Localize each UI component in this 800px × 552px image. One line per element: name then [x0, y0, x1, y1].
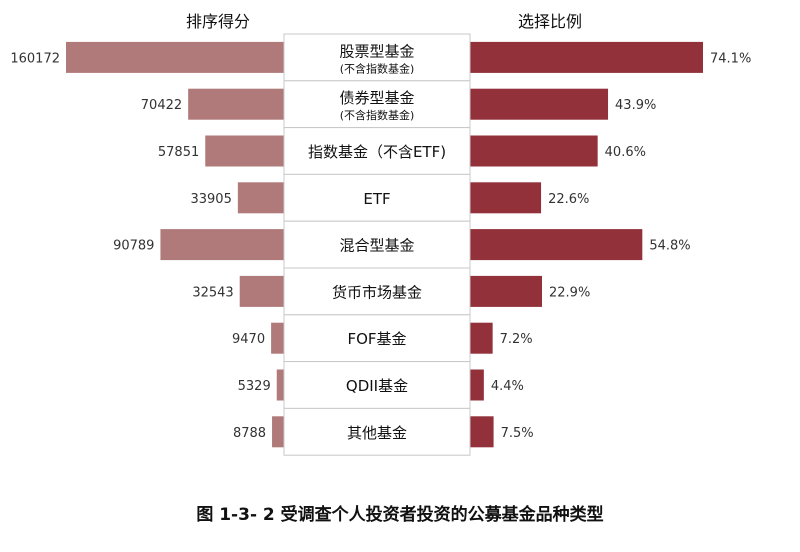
left-bar-label: 32543: [192, 285, 233, 300]
left-bar-label: 8788: [233, 426, 266, 441]
left-header: 排序得分: [186, 12, 250, 31]
right-bar: [470, 369, 484, 401]
left-bar: [272, 416, 284, 448]
right-bar-label: 22.6%: [548, 192, 589, 207]
category-label: 股票型基金: [339, 42, 414, 60]
figure-caption: 图 1-3- 2 受调查个人投资者投资的公募基金品种类型: [196, 505, 604, 525]
category-box: [283, 361, 471, 409]
left-bar-label: 5329: [238, 379, 271, 394]
left-bar: [276, 369, 284, 401]
right-bar: [470, 41, 703, 73]
category-box: [283, 33, 471, 82]
left-bar: [237, 182, 284, 214]
category-label: 债券型基金: [339, 89, 414, 107]
left-bar: [205, 135, 284, 167]
category-label: 货币市场基金: [332, 283, 422, 301]
left-bar: [66, 41, 284, 73]
right-header: 选择比例: [518, 12, 582, 31]
left-bar-label: 160172: [10, 51, 60, 66]
category-label: 其他基金: [347, 424, 407, 442]
right-bar-label: 40.6%: [605, 145, 646, 160]
right-bar: [470, 416, 494, 448]
left-bar: [160, 229, 284, 261]
right-bar-label: 22.9%: [549, 285, 590, 300]
category-box: [283, 267, 471, 316]
left-bar-label: 90789: [113, 239, 154, 254]
category-label: 混合型基金: [339, 237, 414, 255]
category-label: FOF基金: [347, 330, 406, 348]
left-bar-label: 70422: [141, 98, 182, 113]
category-sublabel: (不含指数基金): [340, 61, 415, 75]
right-bar-label: 4.4%: [491, 379, 524, 394]
category-label: 指数基金（不含ETF): [308, 143, 446, 161]
category-box: [283, 407, 471, 456]
left-bar-label: 9470: [232, 332, 265, 347]
left-bar-label: 33905: [190, 192, 231, 207]
right-bar: [470, 182, 542, 214]
right-bar: [470, 275, 543, 307]
left-bar-label: 57851: [158, 145, 199, 160]
category-label: QDII基金: [346, 377, 408, 395]
category-box: [283, 80, 471, 129]
right-bar: [470, 322, 493, 354]
category-label: ETF: [363, 190, 390, 208]
right-bar-label: 7.5%: [501, 426, 534, 441]
category-sublabel: (不含指数基金): [340, 108, 415, 122]
right-bar-label: 7.2%: [500, 332, 533, 347]
right-bar-label: 43.9%: [615, 98, 656, 113]
right-bar-label: 74.1%: [710, 51, 751, 66]
category-box: [283, 173, 471, 222]
right-bar: [470, 229, 643, 261]
category-box: [283, 127, 471, 175]
left-bar: [188, 88, 284, 120]
left-bar: [271, 322, 284, 354]
category-box: [283, 220, 471, 269]
right-bar-label: 54.8%: [649, 239, 690, 254]
right-bar: [470, 88, 609, 120]
right-bar: [470, 135, 598, 167]
left-bar: [239, 275, 284, 307]
